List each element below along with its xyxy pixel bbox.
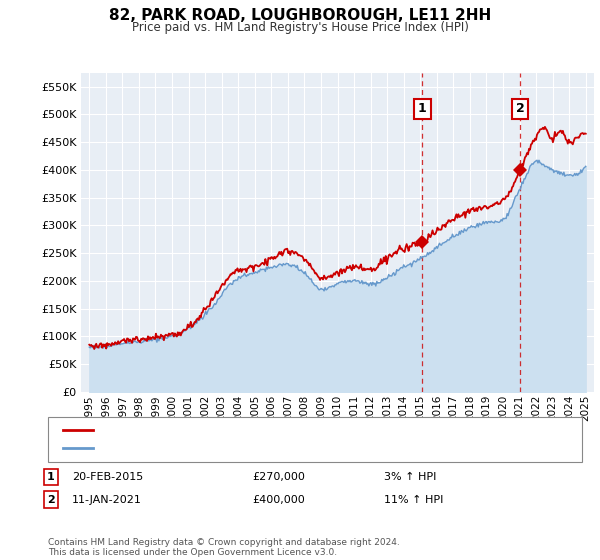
Text: 1: 1: [47, 472, 55, 482]
Text: 3% ↑ HPI: 3% ↑ HPI: [384, 472, 436, 482]
Text: Price paid vs. HM Land Registry's House Price Index (HPI): Price paid vs. HM Land Registry's House …: [131, 21, 469, 34]
Text: 2: 2: [47, 494, 55, 505]
Text: 20-FEB-2015: 20-FEB-2015: [72, 472, 143, 482]
Text: £400,000: £400,000: [252, 494, 305, 505]
Text: Contains HM Land Registry data © Crown copyright and database right 2024.
This d: Contains HM Land Registry data © Crown c…: [48, 538, 400, 557]
Text: HPI: Average price, detached house, Charnwood: HPI: Average price, detached house, Char…: [99, 443, 368, 453]
Text: 2: 2: [515, 102, 524, 115]
Text: 11% ↑ HPI: 11% ↑ HPI: [384, 494, 443, 505]
Text: £270,000: £270,000: [252, 472, 305, 482]
Text: 82, PARK ROAD, LOUGHBOROUGH, LE11 2HH (detached house): 82, PARK ROAD, LOUGHBOROUGH, LE11 2HH (d…: [99, 424, 453, 435]
Text: 82, PARK ROAD, LOUGHBOROUGH, LE11 2HH: 82, PARK ROAD, LOUGHBOROUGH, LE11 2HH: [109, 8, 491, 24]
Text: 11-JAN-2021: 11-JAN-2021: [72, 494, 142, 505]
Text: 1: 1: [418, 102, 427, 115]
